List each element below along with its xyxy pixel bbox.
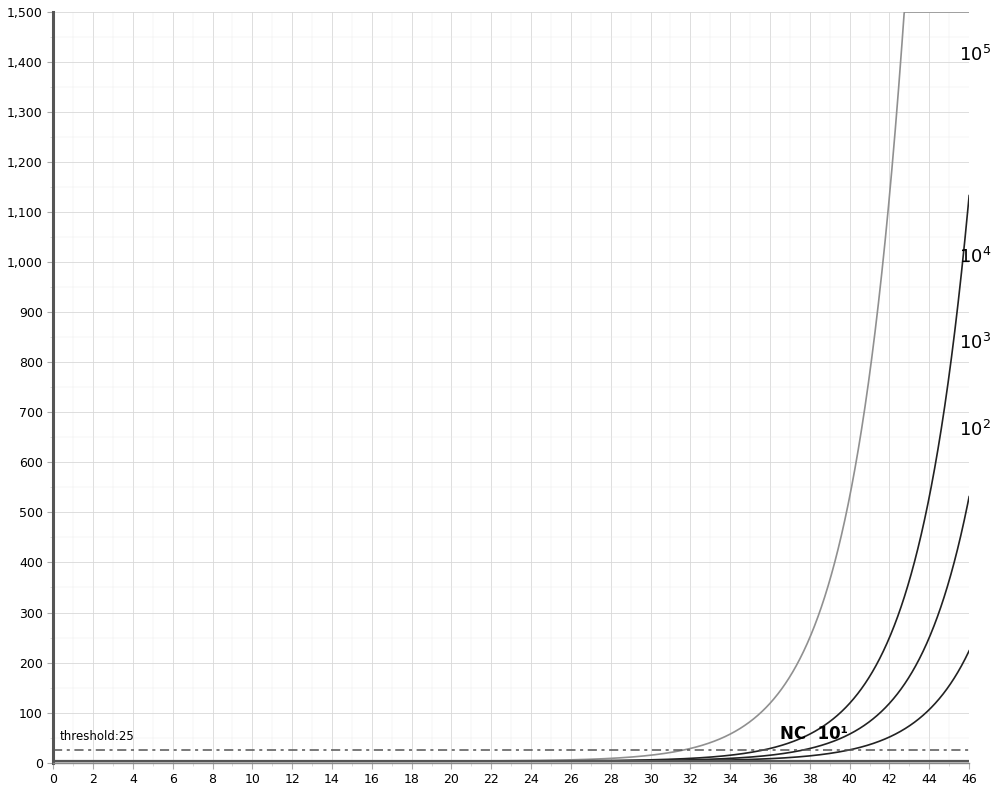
Text: $10^2$: $10^2$: [959, 419, 991, 440]
Text: threshold:25: threshold:25: [59, 730, 134, 743]
Text: NC  10¹: NC 10¹: [780, 725, 848, 743]
Text: $10^4$: $10^4$: [959, 247, 992, 267]
Text: $10^3$: $10^3$: [959, 333, 991, 354]
Text: $10^5$: $10^5$: [959, 44, 991, 64]
